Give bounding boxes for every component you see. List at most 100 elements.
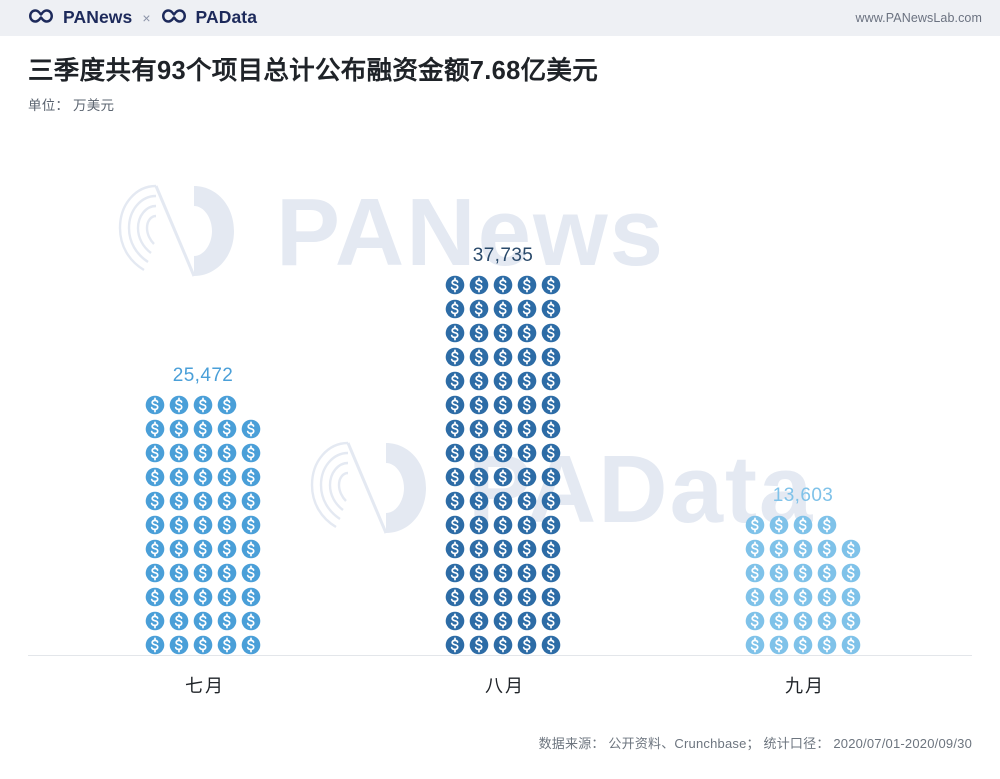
category-label-july: 七月 [185, 676, 225, 696]
source-note: 数据来源： 公开资料、Crunchbase； 统计口径： 2020/07/01-… [538, 736, 972, 751]
brand-separator: × [142, 10, 151, 26]
dollar-coin-icon [541, 347, 561, 367]
dollar-coin-icon [469, 491, 489, 511]
dollar-coin-icon [193, 443, 213, 463]
dollar-coin-icon [469, 419, 489, 439]
dollar-coin-icon [145, 635, 165, 655]
dollar-coin-icon [241, 491, 261, 511]
dollar-coin-icon [169, 515, 189, 535]
dollar-coin-icon [517, 635, 537, 655]
dollar-coin-icon [469, 635, 489, 655]
dollar-coin-icon [241, 419, 261, 439]
dollar-coin-icon [445, 275, 465, 295]
dollar-coin-icon [493, 563, 513, 583]
page-header: PANews × PAData www.PANewsLab.com [0, 0, 1000, 36]
dollar-coin-icon [517, 323, 537, 343]
dollar-coin-icon [541, 491, 561, 511]
pictogram-chart: 25,472 37,735 13,603 [0, 130, 1000, 660]
dollar-coin-icon [217, 467, 237, 487]
dollar-coin-icon [541, 635, 561, 655]
dollar-coin-icon [841, 587, 861, 607]
dollar-coin-icon [517, 419, 537, 439]
dollar-coin-icon [493, 395, 513, 415]
dollar-coin-icon [445, 419, 465, 439]
icon-row [745, 515, 861, 535]
icon-row [745, 635, 861, 655]
dollar-coin-icon [193, 419, 213, 439]
dollar-coin-icon [193, 467, 213, 487]
dollar-coin-icon [541, 371, 561, 391]
dollar-coin-icon [469, 347, 489, 367]
icon-row [445, 299, 561, 319]
dollar-coin-icon [145, 419, 165, 439]
dollar-coin-icon [793, 515, 813, 535]
dollar-coin-icon [217, 443, 237, 463]
dollar-coin-icon [241, 515, 261, 535]
dollar-coin-icon [517, 539, 537, 559]
dollar-coin-icon [817, 635, 837, 655]
dollar-coin-icon [145, 515, 165, 535]
icon-row [145, 419, 261, 439]
dollar-coin-icon [493, 443, 513, 463]
dollar-coin-icon [445, 515, 465, 535]
dollar-coin-icon [541, 395, 561, 415]
dollar-coin-icon [445, 611, 465, 631]
dollar-coin-icon [541, 443, 561, 463]
dollar-coin-icon [745, 635, 765, 655]
dollar-coin-icon [445, 491, 465, 511]
dollar-coin-icon [517, 347, 537, 367]
dollar-coin-icon [541, 275, 561, 295]
dollar-coin-icon [769, 539, 789, 559]
infinity-logo-icon [28, 8, 54, 29]
icon-row [145, 587, 261, 607]
dollar-coin-icon [217, 611, 237, 631]
dollar-coin-icon [493, 491, 513, 511]
dollar-coin-icon [541, 563, 561, 583]
dollar-coin-icon [169, 539, 189, 559]
dollar-coin-icon [541, 299, 561, 319]
dollar-coin-icon [469, 515, 489, 535]
icon-grid-september [745, 515, 861, 655]
dollar-coin-icon [445, 467, 465, 487]
dollar-coin-icon [445, 395, 465, 415]
column-value-september: 13,603 [772, 485, 834, 506]
icon-row [445, 371, 561, 391]
dollar-coin-icon [241, 443, 261, 463]
dollar-coin-icon [217, 515, 237, 535]
dollar-coin-icon [193, 611, 213, 631]
dollar-coin-icon [541, 323, 561, 343]
dollar-coin-icon [817, 563, 837, 583]
dollar-coin-icon [469, 299, 489, 319]
page-subtitle: 单位： 万美元 [28, 98, 115, 113]
dollar-coin-icon [193, 539, 213, 559]
dollar-coin-icon [217, 587, 237, 607]
dollar-coin-icon [241, 635, 261, 655]
dollar-coin-icon [793, 587, 813, 607]
icon-row [445, 611, 561, 631]
icon-row [445, 443, 561, 463]
dollar-coin-icon [493, 275, 513, 295]
icon-row [445, 515, 561, 535]
icon-row [145, 611, 261, 631]
icon-row [445, 491, 561, 511]
dollar-coin-icon [445, 587, 465, 607]
dollar-coin-icon [517, 275, 537, 295]
dollar-coin-icon [193, 587, 213, 607]
dollar-coin-icon [445, 635, 465, 655]
dollar-coin-icon [793, 539, 813, 559]
dollar-coin-icon [541, 539, 561, 559]
dollar-coin-icon [793, 611, 813, 631]
dollar-coin-icon [745, 587, 765, 607]
icon-row [145, 539, 261, 559]
dollar-coin-icon [241, 587, 261, 607]
dollar-coin-icon [169, 563, 189, 583]
dollar-coin-icon [445, 539, 465, 559]
icon-row [145, 515, 261, 535]
dollar-coin-icon [493, 467, 513, 487]
dollar-coin-icon [445, 347, 465, 367]
dollar-coin-icon [517, 563, 537, 583]
chart-category-labels: 七月 八月 九月 [0, 672, 1000, 702]
dollar-coin-icon [145, 443, 165, 463]
brand-panews: PANews [28, 8, 132, 29]
dollar-coin-icon [493, 419, 513, 439]
